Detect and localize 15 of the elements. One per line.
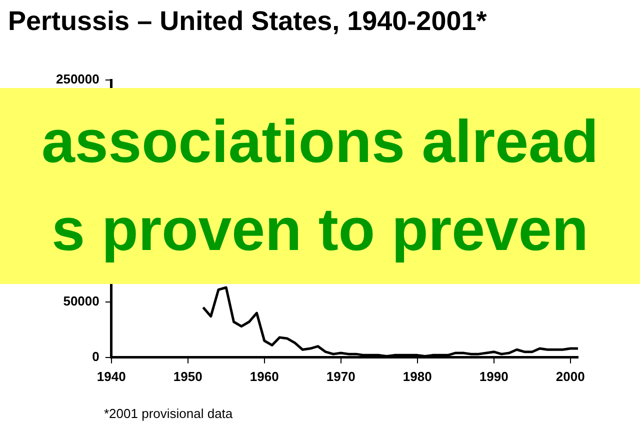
x-tick-label: 1980 (402, 368, 432, 384)
x-tick-label: 1940 (96, 368, 126, 384)
x-tick-label: 1960 (250, 368, 279, 384)
x-tick-label: 2000 (556, 368, 585, 384)
chart-title: Pertussis – United States, 1940-2001* (8, 6, 487, 37)
text: *2001 provisional data (104, 406, 233, 421)
x-tick-label: 1970 (326, 368, 356, 384)
y-tick-label: 0 (92, 348, 100, 364)
x-tick-label: 1950 (173, 368, 202, 384)
y-tick-label: 250000 (56, 72, 100, 87)
y-tick-label: 50000 (63, 294, 100, 308)
caption-banner: associations alread s proven to preven (0, 88, 640, 284)
annotation: associations alread (42, 107, 598, 177)
x-tick-label: 1990 (479, 368, 508, 384)
annotation: s proven to preven (52, 195, 588, 265)
